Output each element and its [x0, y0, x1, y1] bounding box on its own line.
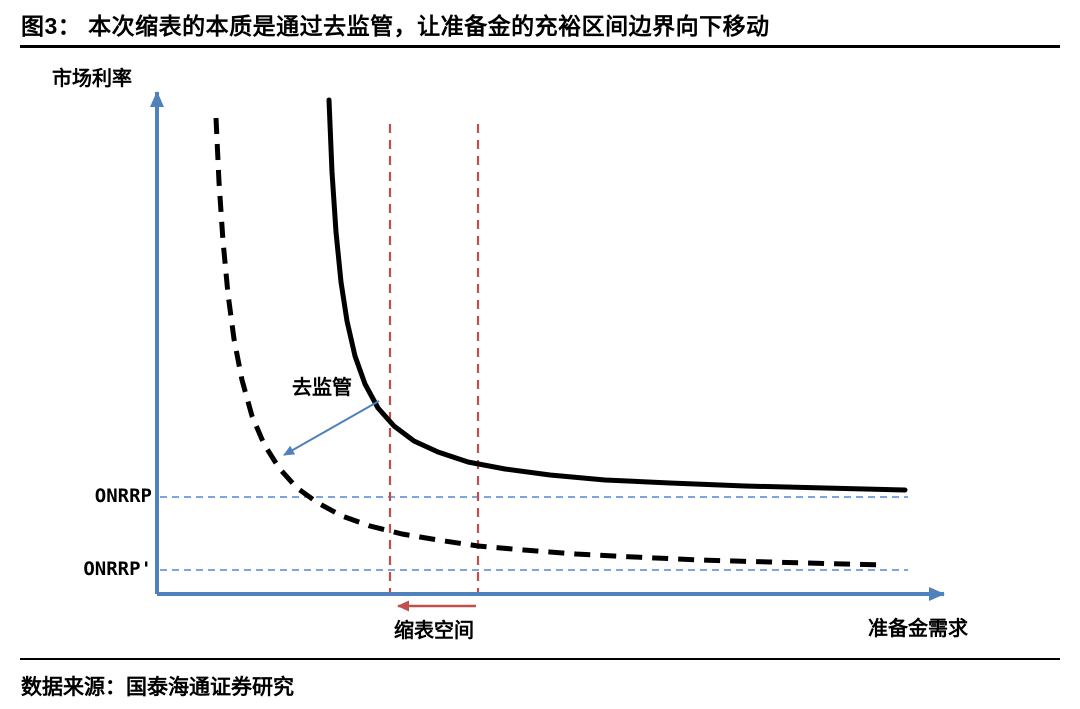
deregulation-arrow — [283, 400, 380, 456]
footer-rule — [20, 658, 1060, 660]
dashed-demand-curve — [213, 117, 886, 568]
x-axis-label: 准备金需求 — [868, 618, 968, 640]
deregulation-label: 去监管 — [292, 377, 352, 399]
onrrp-prime-label: ONRRP' — [83, 558, 152, 580]
figure-title: 图3： 本次缩表的本质是通过去监管，让准备金的充裕区间边界向下移动 — [21, 13, 770, 39]
solid-demand-curve — [326, 97, 908, 493]
title-rule — [20, 45, 1060, 48]
y-axis-label: 市场利率 — [52, 68, 132, 90]
shrink-space-label: 缩表空间 — [394, 620, 474, 642]
onrrp-label: ONRRP — [94, 485, 152, 507]
data-source: 数据来源：国泰海通证券研究 — [21, 676, 294, 699]
